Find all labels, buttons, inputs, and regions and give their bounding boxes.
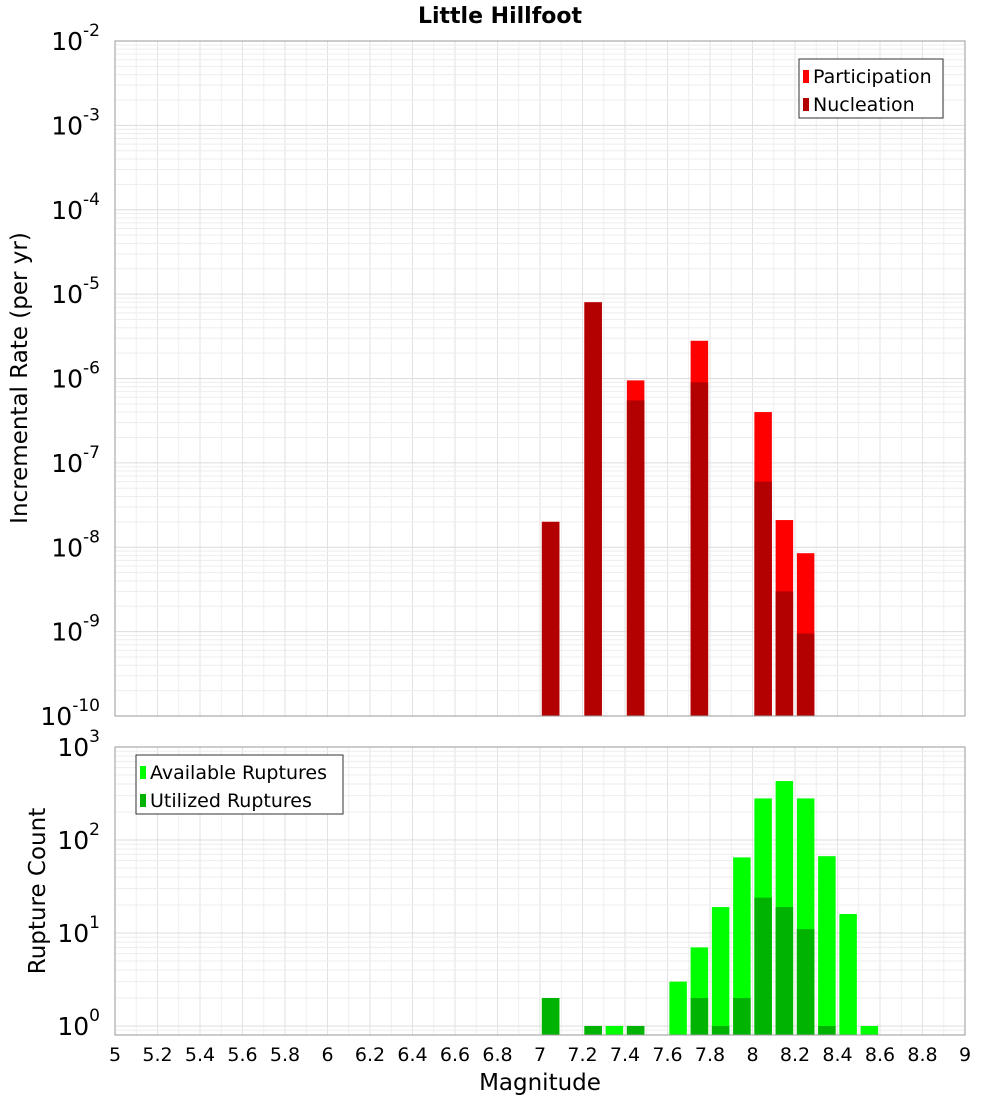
available-ruptures-bar bbox=[839, 914, 857, 1035]
x-tick-label: 7.6 bbox=[652, 1044, 682, 1066]
bottom-bars bbox=[541, 781, 879, 1035]
nucleation-bar bbox=[796, 633, 815, 716]
x-tick-label: 5.6 bbox=[227, 1044, 257, 1066]
x-tick-label: 5.4 bbox=[185, 1044, 215, 1066]
x-tick-label: 5.2 bbox=[142, 1044, 172, 1066]
x-tick-label: 8.8 bbox=[907, 1044, 937, 1066]
x-tick-label: 6.2 bbox=[355, 1044, 385, 1066]
bottom-y-tick-label: 103 bbox=[57, 727, 100, 762]
top-y-axis-label: Incremental Rate (per yr) bbox=[7, 232, 33, 524]
utilized-ruptures-bar bbox=[796, 929, 815, 1035]
top-y-tick-label: 10-9 bbox=[51, 612, 100, 647]
bottom-y-tick-label: 101 bbox=[57, 913, 100, 948]
bottom-legend: Available Ruptures Utilized Ruptures bbox=[135, 754, 344, 815]
utilized-ruptures-bar bbox=[775, 907, 794, 1035]
bottom-panel: 100 101 102 103 Available Ruptures Utilized … bbox=[57, 727, 966, 1041]
bottom-y-axis-label: Rupture Count bbox=[25, 808, 51, 974]
available-ruptures-bar bbox=[669, 981, 687, 1035]
legend-swatch bbox=[140, 766, 146, 779]
x-tick-label: 8.4 bbox=[822, 1044, 852, 1066]
legend-label: Nucleation bbox=[813, 94, 915, 116]
legend-label: Participation bbox=[813, 66, 932, 88]
nucleation-bar bbox=[584, 302, 602, 716]
utilized-ruptures-bar bbox=[584, 1025, 602, 1035]
x-tick-label: 6.6 bbox=[440, 1044, 470, 1066]
utilized-ruptures-bar bbox=[754, 897, 772, 1035]
top-y-tick-label: 10-4 bbox=[51, 190, 100, 225]
x-tick-label: 8.6 bbox=[865, 1044, 895, 1066]
top-panel: 10-10 10-9 10-8 10-7 10-6 10-5 10-4 10-3 10-2 Pa… bbox=[40, 21, 966, 731]
x-tick-label: 5 bbox=[109, 1044, 121, 1066]
x-tick-labels: 5 5.2 5.4 5.6 5.8 6 6.2 6.4 6.6 6.8 7 7.2 7.4 7.6 7.8 8… bbox=[109, 1044, 971, 1066]
bottom-y-ticks: 100 101 102 103 bbox=[57, 727, 100, 1041]
utilized-ruptures-bar bbox=[818, 1025, 836, 1035]
top-plot-frame bbox=[114, 40, 966, 717]
nucleation-bar bbox=[690, 382, 709, 716]
available-ruptures-bar bbox=[605, 1025, 624, 1035]
x-tick-label: 7.4 bbox=[610, 1044, 640, 1066]
chart-title: Little Hillfoot bbox=[418, 4, 583, 29]
nucleation-bar bbox=[626, 400, 645, 716]
x-tick-label: 6.8 bbox=[482, 1044, 512, 1066]
x-tick-label: 8.2 bbox=[780, 1044, 810, 1066]
top-bars bbox=[541, 302, 815, 716]
x-tick-label: 9 bbox=[959, 1044, 971, 1066]
available-ruptures-bar bbox=[711, 907, 730, 1035]
nucleation-bar bbox=[775, 591, 794, 716]
legend-label: Available Ruptures bbox=[150, 762, 327, 784]
top-y-tick-label: 10-7 bbox=[51, 443, 100, 478]
available-ruptures-bar bbox=[818, 856, 836, 1035]
top-y-tick-label: 10-5 bbox=[51, 274, 100, 309]
nucleation-bar bbox=[754, 481, 772, 716]
bottom-y-tick-label: 100 bbox=[57, 1006, 100, 1041]
utilized-ruptures-bar bbox=[733, 997, 751, 1035]
available-ruptures-bar bbox=[733, 857, 751, 1035]
top-y-ticks: 10-10 10-9 10-8 10-7 10-6 10-5 10-4 10-3 10-2 bbox=[40, 21, 100, 731]
bottom-plot-frame bbox=[114, 746, 966, 1036]
x-tick-label: 6.4 bbox=[397, 1044, 427, 1066]
top-legend: Participation Nucleation bbox=[798, 58, 944, 119]
utilized-ruptures-bar bbox=[541, 997, 560, 1035]
utilized-ruptures-bar bbox=[626, 1025, 645, 1035]
top-y-tick-label: 10-6 bbox=[51, 359, 100, 394]
legend-swatch bbox=[140, 794, 146, 807]
top-y-tick-label: 10-2 bbox=[51, 21, 100, 56]
top-y-tick-label: 10-8 bbox=[51, 527, 100, 562]
legend-swatch bbox=[803, 98, 809, 111]
x-tick-label: 5.8 bbox=[270, 1044, 300, 1066]
nucleation-bar bbox=[541, 521, 560, 716]
x-tick-label: 6 bbox=[321, 1044, 333, 1066]
legend-label: Utilized Ruptures bbox=[150, 790, 312, 812]
x-tick-label: 7.2 bbox=[567, 1044, 597, 1066]
bottom-y-tick-label: 102 bbox=[57, 820, 100, 855]
top-y-tick-label: 10-3 bbox=[51, 105, 100, 140]
x-tick-label: 7 bbox=[534, 1044, 546, 1066]
x-tick-label: 7.8 bbox=[695, 1044, 725, 1066]
x-tick-label: 8 bbox=[746, 1044, 758, 1066]
top-y-tick-label: 10-10 bbox=[40, 696, 100, 731]
x-axis-label: Magnitude bbox=[479, 1070, 601, 1096]
bottom-legend-box bbox=[135, 754, 344, 815]
top-gridlines bbox=[114, 40, 966, 717]
available-ruptures-bar bbox=[860, 1025, 879, 1035]
utilized-ruptures-bar bbox=[690, 997, 709, 1035]
legend-swatch bbox=[803, 70, 809, 83]
top-legend-box bbox=[798, 58, 944, 119]
utilized-ruptures-bar bbox=[711, 1025, 730, 1035]
